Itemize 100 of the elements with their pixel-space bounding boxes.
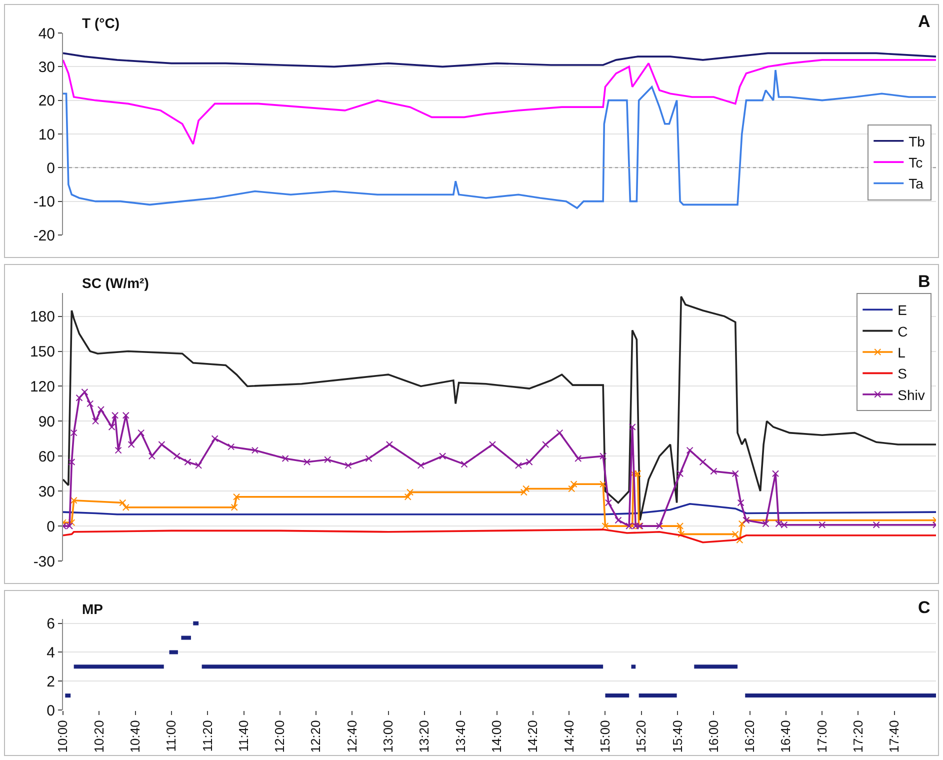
point: [676, 470, 684, 478]
legend-label: L: [898, 344, 906, 360]
x-tick-label: 11:40: [236, 720, 252, 752]
point: [600, 480, 607, 488]
x-tick-label: 17:00: [814, 720, 830, 753]
point: [195, 462, 202, 469]
point: [439, 452, 446, 460]
x-tick-label: 17:20: [850, 720, 866, 753]
text: A: [918, 12, 930, 31]
x-tick-label: 10:40: [128, 720, 143, 753]
point: [112, 412, 119, 419]
x-tick-label: 16:20: [742, 720, 758, 753]
point: [818, 521, 826, 528]
point: [522, 485, 530, 492]
point: [228, 443, 235, 450]
legend-label: Ta: [908, 176, 924, 192]
x-tick-label: 13:40: [452, 720, 468, 753]
point: [386, 440, 393, 448]
y-tick-label: 0: [46, 702, 55, 720]
x-tick-label: 13:00: [380, 720, 396, 753]
line-series: [63, 296, 936, 522]
point: [568, 485, 576, 492]
legend-label: Tc: [908, 154, 923, 171]
point: [614, 516, 622, 524]
point: [122, 504, 130, 511]
y-tick-label: 0: [46, 160, 55, 177]
x-tick-label: 12:00: [272, 720, 288, 753]
y-tick-label: 2: [46, 673, 55, 690]
x-tick-label: 15:20: [634, 720, 649, 753]
point: [732, 530, 739, 538]
point: [211, 435, 218, 442]
point: [304, 458, 311, 466]
point: [732, 470, 739, 478]
x-tick-label: 14:40: [561, 720, 576, 753]
y-tick-label: 30: [38, 483, 55, 500]
y-tick-label: 6: [46, 616, 55, 633]
point: [230, 504, 238, 511]
y-tick-label: 30: [38, 58, 55, 76]
x-tick-label: 16:00: [706, 720, 721, 753]
x-tick-label: 12:40: [344, 720, 360, 753]
y-axis-title: T (°C): [82, 15, 120, 31]
point: [92, 418, 100, 425]
x-tick-label: 14:00: [489, 720, 504, 753]
y-tick-label: 120: [30, 378, 55, 396]
x-tick-label: 11:20: [200, 720, 215, 752]
text: B: [918, 272, 930, 291]
point: [70, 429, 78, 436]
legend-label: S: [898, 366, 907, 382]
x-tick-label: 16:40: [778, 720, 794, 753]
point: [128, 440, 135, 448]
point: [656, 522, 663, 530]
point: [81, 388, 88, 396]
legend-label: Shiv: [898, 386, 925, 403]
point: [365, 454, 372, 462]
x-tick-label: 10:00: [55, 720, 70, 753]
point: [148, 452, 156, 460]
legend-label: E: [898, 302, 907, 318]
point: [488, 440, 496, 448]
point: [736, 536, 744, 544]
point: [737, 499, 744, 506]
point: [406, 488, 414, 496]
x-tick-label: 14:20: [525, 720, 540, 753]
legend-label: Tb: [908, 133, 926, 150]
x-tick-label: 17:40: [886, 720, 902, 753]
point: [520, 488, 528, 496]
point: [602, 522, 609, 530]
y-tick-label: 90: [38, 413, 55, 430]
point: [628, 424, 636, 430]
point: [86, 400, 94, 408]
x-tick-label: 13:20: [416, 720, 432, 753]
y-tick-label: 4: [46, 644, 55, 662]
y-tick-label: -30: [33, 553, 55, 570]
text: C: [918, 598, 930, 617]
x-tick-label: 10:20: [91, 720, 106, 753]
point: [108, 424, 116, 430]
point: [282, 454, 289, 462]
point: [762, 520, 770, 528]
point: [344, 462, 352, 469]
point: [542, 440, 550, 448]
point: [184, 458, 192, 466]
y-tick-label: 10: [38, 126, 55, 144]
y-tick-label: 150: [30, 344, 55, 361]
x-tick-label: 15:40: [670, 720, 685, 753]
point: [514, 462, 522, 469]
point: [772, 470, 779, 478]
point: [678, 530, 685, 538]
line-series: [63, 69, 936, 209]
y-axis-title: MP: [82, 601, 103, 617]
point: [68, 458, 76, 466]
point: [570, 480, 578, 488]
point: [574, 454, 582, 462]
point: [251, 446, 258, 454]
line-series: [63, 388, 936, 530]
point: [233, 493, 240, 500]
point: [324, 456, 332, 464]
point: [676, 522, 684, 530]
point: [76, 394, 83, 402]
point: [119, 499, 126, 506]
point: [173, 452, 180, 460]
x-tick-label: 11:00: [164, 720, 179, 752]
